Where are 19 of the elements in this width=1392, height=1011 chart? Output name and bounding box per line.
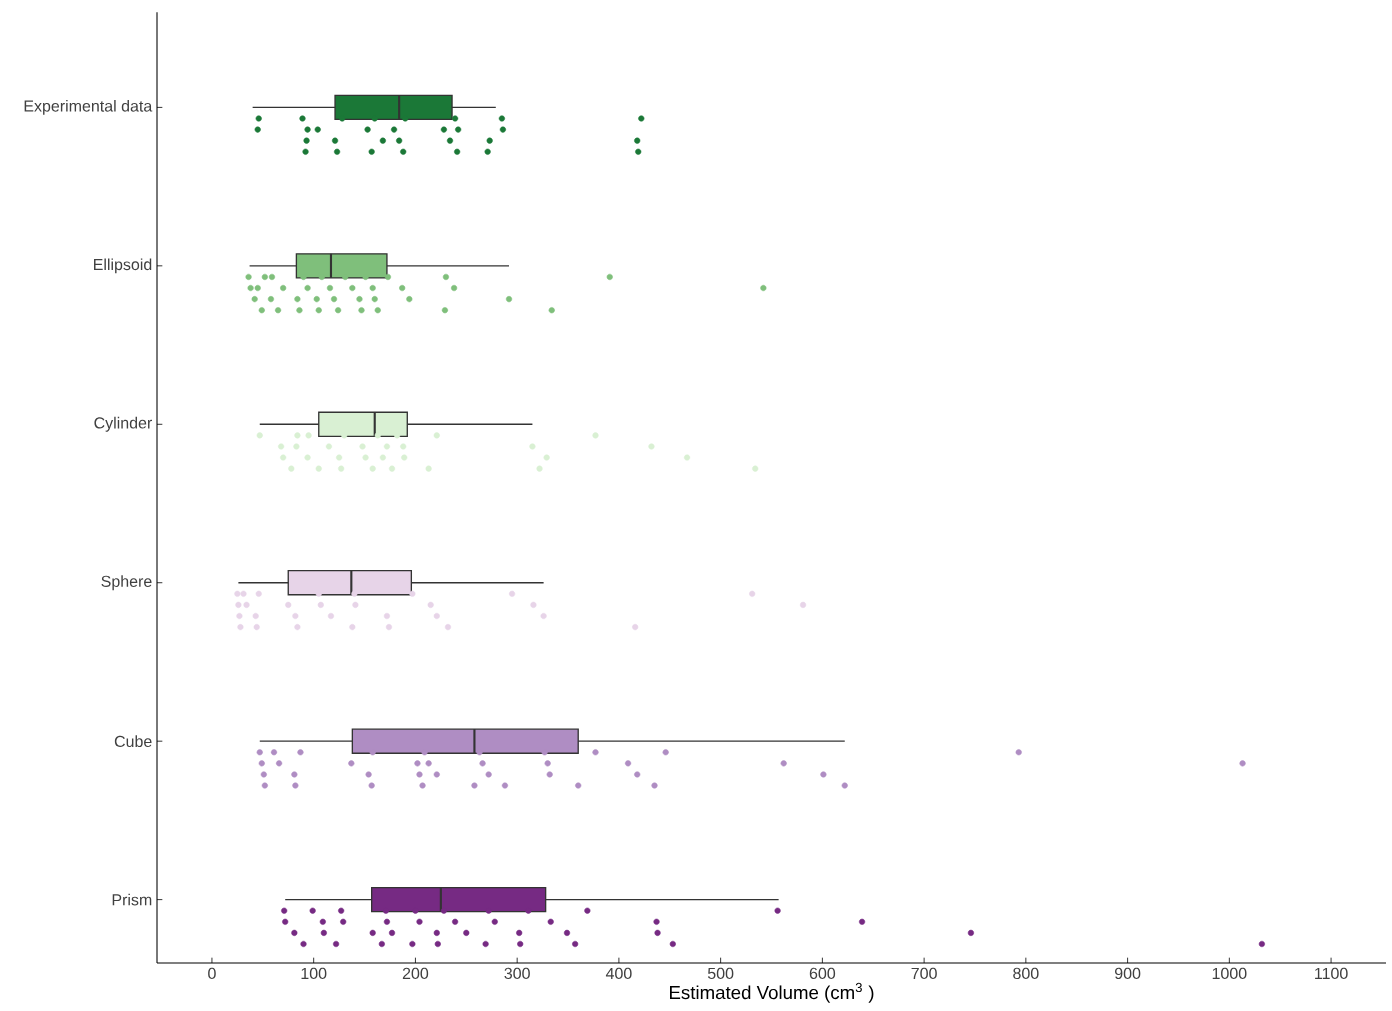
x-tick-label: 700 xyxy=(911,967,937,980)
x-tick-label: 0 xyxy=(208,967,216,980)
y-tick-label: Experimental data xyxy=(24,99,153,115)
x-tick-label: 200 xyxy=(402,967,429,980)
x-tick-label: 500 xyxy=(707,967,734,980)
x-tick-label: 1000 xyxy=(1212,967,1247,980)
y-tick-label: Prism xyxy=(112,893,152,906)
x-tick-label: 600 xyxy=(809,967,836,980)
y-tick-label: Cube xyxy=(114,735,152,748)
x-tick-label: 300 xyxy=(504,967,530,980)
y-tick-label: Cylinder xyxy=(94,416,153,432)
x-tick-label: 1100 xyxy=(1315,967,1348,980)
y-tick-label: Ellipsoid xyxy=(94,258,152,274)
y-tick-label: Sphere xyxy=(101,575,152,591)
x-tick-label: 100 xyxy=(301,967,327,980)
x-tick-label: 800 xyxy=(1013,967,1039,980)
x-axis-title: Estimated Volume (cm$^{3}$ ) xyxy=(670,982,874,1003)
x-tick-label: 400 xyxy=(605,967,632,980)
x-tick-label: 900 xyxy=(1115,967,1141,980)
